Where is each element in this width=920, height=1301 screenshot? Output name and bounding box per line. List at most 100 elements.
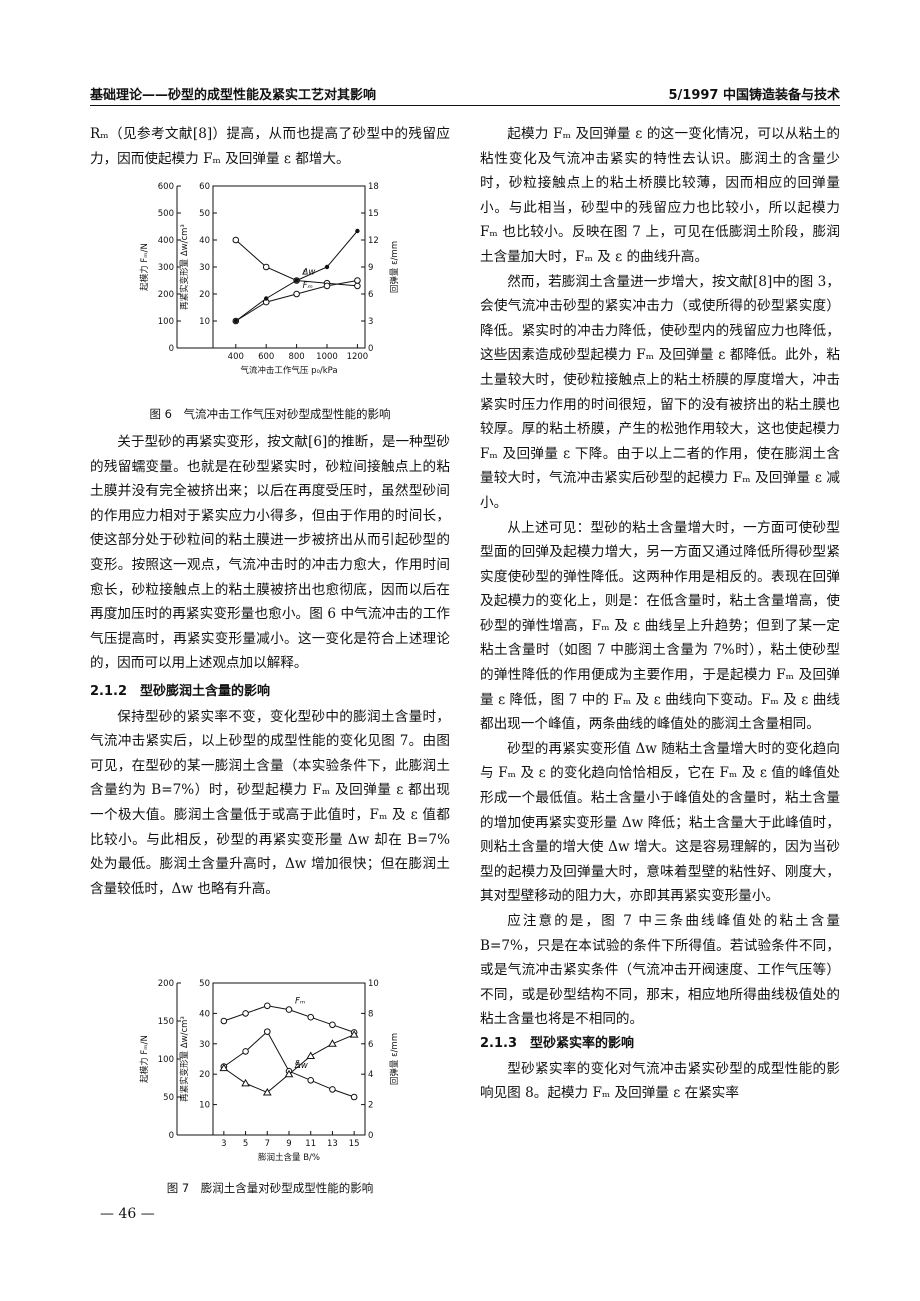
y-tick-label: 15 — [368, 209, 379, 219]
curve-label: ε — [303, 268, 308, 278]
paragraph: 砂型的再紧实变形值 Δw 随粘土含量增大时的变化趋向与 Fₘ 及 ε 的变化趋向… — [480, 740, 840, 905]
curve — [235, 230, 358, 322]
x-tick-label: 800 — [288, 352, 304, 362]
marker — [324, 264, 330, 270]
y-tick-label: 200 — [158, 290, 174, 300]
page-number: — 46 — — [100, 1206, 155, 1222]
y-tick-label: 10 — [199, 317, 210, 327]
marker — [232, 236, 240, 244]
axis-title: 回弹量 ε/mm — [389, 241, 400, 293]
marker — [220, 1017, 228, 1025]
marker — [263, 1028, 271, 1035]
x-tick-label: 13 — [327, 1139, 338, 1149]
y-tick-label: 0 — [169, 344, 174, 354]
y-tick-label: 100 — [158, 1055, 174, 1065]
marker — [329, 1086, 336, 1093]
x-tick-label: 11 — [305, 1139, 316, 1149]
x-tick-label: 9 — [286, 1139, 291, 1149]
x-tick-label: 1200 — [347, 352, 369, 362]
curve-label: Fₘ — [295, 997, 305, 1007]
marker — [307, 1076, 315, 1084]
figure-caption: 图 6 气流冲击工作气压对砂型成型性能的影响 — [149, 407, 391, 421]
y-tick-label: 6 — [368, 290, 373, 300]
y-tick-label: 10 — [368, 979, 379, 989]
paragraph: 关于型砂的再紧实变形，按文献[6]的推断，是一种型砂的残留蠕变量。也就是在砂型紧… — [90, 434, 450, 672]
y-tick-label: 12 — [368, 236, 379, 246]
y-tick-label: 400 — [158, 236, 174, 246]
y-tick-label: 200 — [158, 979, 174, 989]
y-tick-label: 600 — [158, 182, 174, 192]
x-tick-label: 5 — [243, 1139, 248, 1149]
header-left: 基础理论——砂型的成型性能及紧实工艺对其影响 — [90, 88, 377, 103]
y-tick-label: 2 — [368, 1101, 373, 1111]
x-axis-title: 膨润土含量 B/% — [258, 1152, 320, 1163]
marker — [329, 1021, 336, 1029]
header-right: 5/1997 中国铸造装备与技术 — [668, 88, 840, 103]
section-heading: 2.1.3 型砂紧实率的影响 — [480, 1035, 635, 1051]
curve-label: Fₘ — [303, 281, 313, 291]
y-tick-label: 6 — [368, 1040, 373, 1050]
y-tick-label: 18 — [368, 182, 379, 192]
marker — [355, 228, 360, 234]
y-tick-label: 300 — [158, 263, 174, 273]
y-tick-label: 4 — [368, 1070, 373, 1080]
marker — [242, 1010, 249, 1017]
marker — [294, 278, 299, 283]
marker — [354, 277, 361, 284]
paragraph: 型砂紧实率的变化对气流冲击紧实砂型的成型性能的影响见图 8。起模力 Fₘ 及回弹… — [480, 1060, 840, 1102]
y-tick-label: 20 — [199, 290, 210, 300]
y-tick-label: 40 — [199, 236, 210, 246]
paragraph: 应注意的是，图 7 中三条曲线峰值处的粘土含量 B=7%，只是在本试验的条件下所… — [480, 913, 840, 1028]
curve — [235, 280, 358, 322]
y-tick-label: 40 — [199, 1009, 210, 1019]
y-tick-label: 0 — [368, 1131, 373, 1141]
y-tick-label: 8 — [368, 1009, 373, 1019]
marker — [284, 1069, 294, 1078]
left-column: Rₘ（见参考文献[8]）提高，从而也提高了砂型中的残留应力，因而使起模力 Fₘ … — [90, 122, 450, 171]
header-rule — [90, 105, 840, 106]
y-tick-label: 3 — [368, 317, 373, 327]
paragraph: 从上述可见：型砂的粘土含量增大时，一方面可使砂型型面的回弹及起模力增大，另一方面… — [480, 519, 840, 733]
y-tick-label: 30 — [199, 263, 210, 273]
x-tick-label: 1000 — [316, 352, 338, 362]
y-tick-label: 60 — [199, 182, 210, 192]
paragraph: 保持型砂的紧实率不变，变化型砂中的膨润土含量时，气流冲击紧实后，以上砂型的成型性… — [90, 708, 450, 897]
curve-label: Δw — [302, 268, 316, 278]
curve-label: Δw — [294, 1061, 308, 1071]
y-tick-label: 0 — [368, 344, 373, 354]
left-column: 关于型砂的再紧实变形，按文献[6]的推断，是一种型砂的残留蠕变量。也就是在砂型紧… — [90, 430, 450, 901]
marker — [263, 1002, 271, 1010]
x-axis-title: 气流冲击工作气压 p₀/kPa — [240, 365, 337, 376]
y-tick-label: 9 — [368, 263, 373, 273]
axis-title: 起模力 Fₘ/N — [139, 243, 150, 291]
marker — [285, 1006, 293, 1013]
marker — [293, 290, 300, 298]
y-tick-label: 500 — [158, 209, 174, 219]
curve-label: ε — [295, 1058, 300, 1068]
paragraph: 起模力 Fₘ 及回弹量 ε 的这一变化情况，可以从粘土的粘性变化及气流冲击紧实的… — [480, 126, 840, 265]
marker — [219, 1063, 229, 1072]
marker — [328, 1039, 337, 1047]
x-tick-label: 15 — [349, 1139, 360, 1149]
axis-title: 再紧实变形量 Δw/cm³ — [179, 224, 190, 310]
marker — [323, 282, 331, 290]
marker — [349, 1030, 359, 1038]
axis-title: 起模力 Fₘ/N — [139, 1035, 150, 1083]
figure-caption: 图 7 膨润土含量对砂型成型性能的影响 — [166, 1181, 374, 1195]
y-tick-label: 50 — [163, 1093, 174, 1103]
x-tick-label: 400 — [228, 352, 244, 362]
axis-title: 回弹量 ε/mm — [389, 1033, 400, 1085]
x-tick-label: 7 — [265, 1139, 270, 1149]
marker — [262, 1087, 272, 1096]
marker — [350, 1093, 358, 1101]
axis-title: 再紧实变形量 Δw/cm³ — [179, 1016, 190, 1102]
x-tick-label: 600 — [258, 352, 274, 362]
marker — [306, 1051, 316, 1059]
marker — [264, 296, 269, 301]
y-tick-label: 20 — [199, 1070, 210, 1080]
paragraph: Rₘ（见参考文献[8]）提高，从而也提高了砂型中的残留应力，因而使起模力 Fₘ … — [90, 126, 450, 167]
marker — [242, 1048, 249, 1055]
